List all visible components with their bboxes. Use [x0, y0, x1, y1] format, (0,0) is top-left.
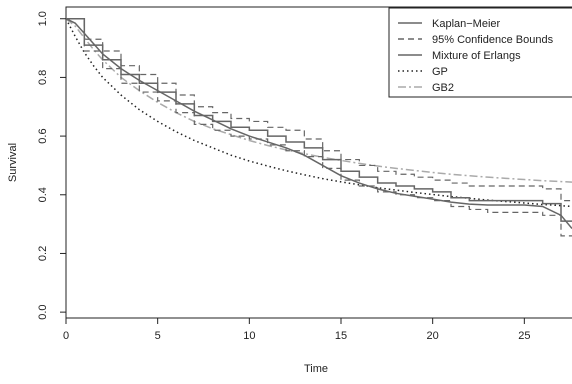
legend: Kaplan−Meier 95% Confidence Bounds Mixture…	[388, 7, 572, 98]
legend-label-gp: GP	[432, 66, 448, 78]
legend-label-gb2: GB2	[432, 82, 454, 94]
legend-box	[388, 7, 572, 98]
y-tick-label: 0.2	[37, 246, 49, 261]
x-tick-label: 15	[335, 330, 347, 342]
y-tick-label: 0.0	[37, 304, 49, 319]
x-tick-label: 0	[63, 330, 69, 342]
y-tick-label: 1.0	[37, 11, 49, 26]
plot-area	[65, 6, 572, 319]
y-tick-label: 0.4	[37, 187, 49, 202]
x-tick-label: 20	[427, 330, 439, 342]
x-tick-label: 5	[155, 330, 161, 342]
x-axis-title: Time	[304, 363, 328, 375]
series-kaplan-meier	[66, 17, 572, 222]
y-tick-label: 0.6	[37, 128, 49, 143]
legend-label-kaplan-meier: Kaplan−Meier	[432, 18, 501, 30]
y-axis-title: Survival	[7, 143, 19, 182]
x-axis: 0 5 10 15 20 25	[63, 318, 530, 342]
y-tick-label: 0.8	[37, 70, 49, 85]
x-tick-label: 10	[243, 330, 255, 342]
y-axis: 0.0 0.2 0.4 0.6 0.8 1.0	[37, 11, 66, 320]
series-95-confidence-bounds-upper	[66, 18, 572, 202]
plot-frame	[65, 6, 572, 319]
series-layer	[66, 17, 572, 237]
series-95-confidence-bounds-lower	[66, 18, 572, 237]
legend-label-mixture-of-erlangs: Mixture of Erlangs	[432, 50, 521, 62]
x-tick-label: 25	[518, 330, 530, 342]
legend-label-95-confidence-bounds: 95% Confidence Bounds	[432, 34, 554, 46]
